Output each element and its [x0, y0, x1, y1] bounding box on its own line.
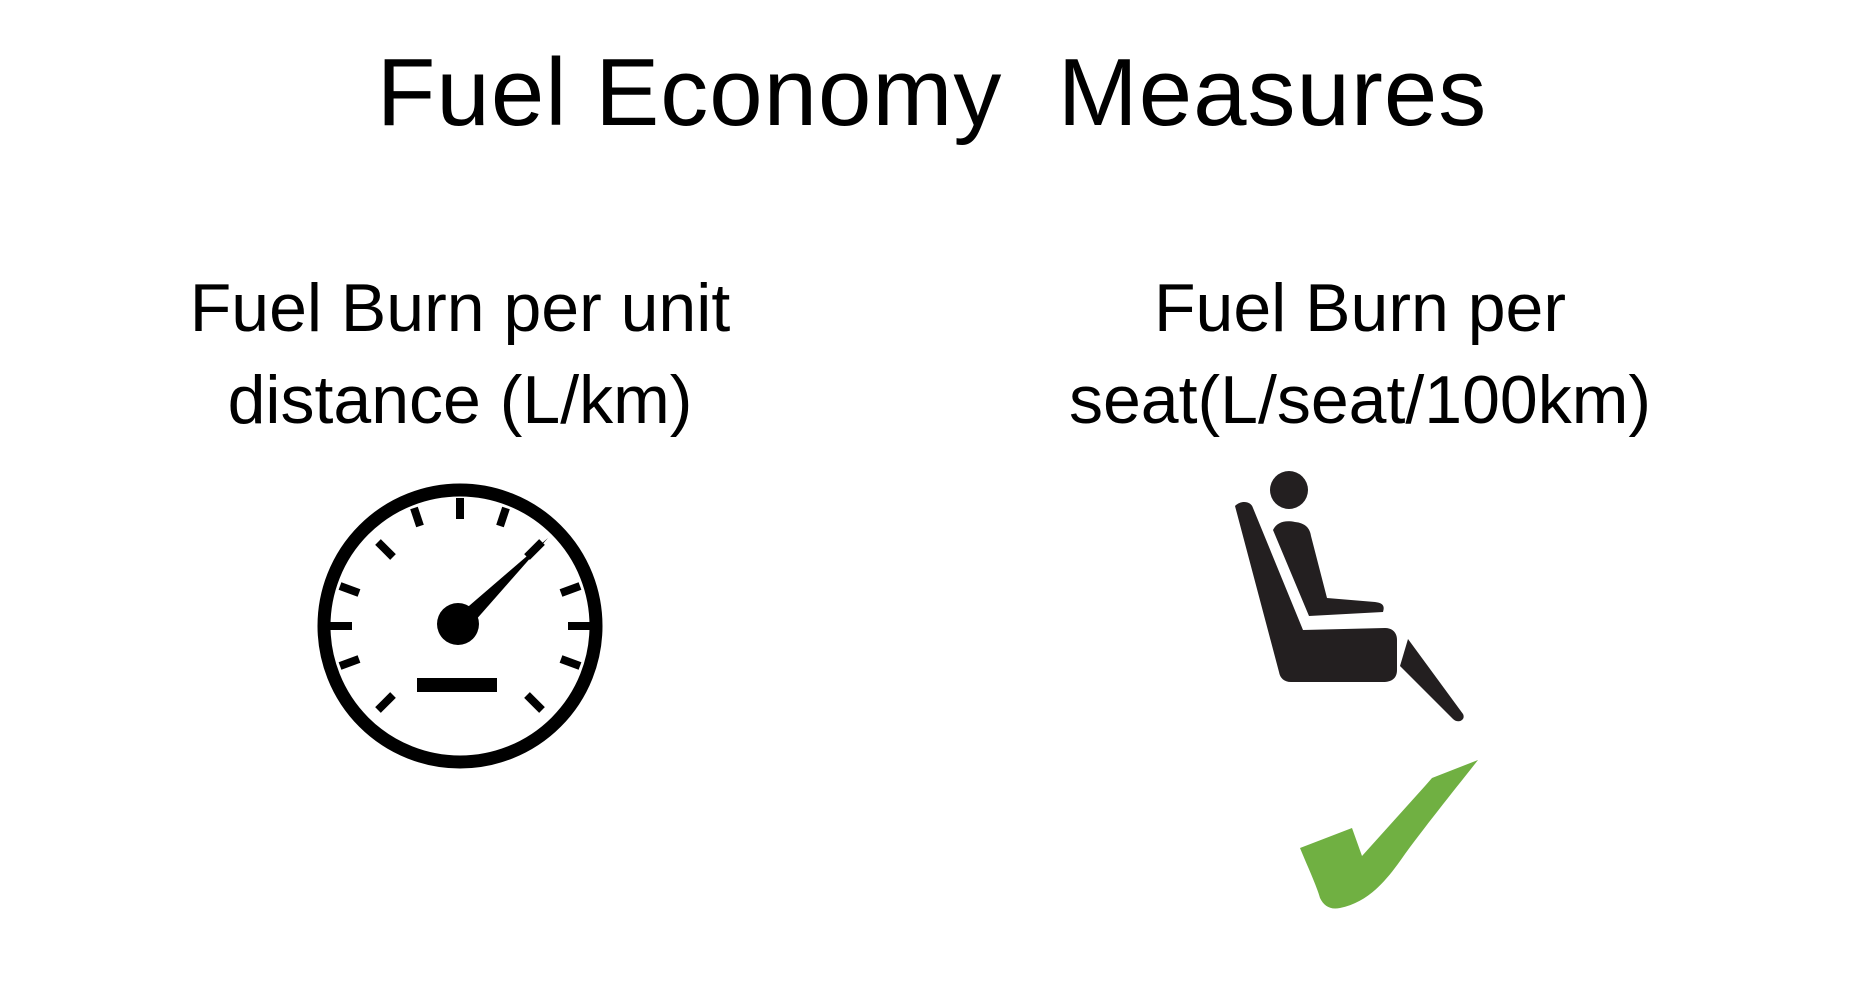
passenger-body: [1273, 521, 1384, 616]
speedometer-hub: [437, 603, 479, 645]
measure-label-seat: Fuel Burn per seat(L/seat/100km): [1010, 262, 1710, 446]
speedometer-ring: [317, 483, 603, 769]
measure-label-line: seat(L/seat/100km): [1068, 362, 1652, 438]
measure-label-line: Fuel Burn per: [1154, 270, 1566, 346]
speedometer-ticks: [330, 498, 590, 713]
seat-backrest: [1235, 502, 1397, 682]
checkmark-shape: [1300, 760, 1478, 909]
page-title: Fuel Economy Measures: [376, 39, 1488, 146]
measure-label-distance: Fuel Burn per unit distance (L/km): [110, 262, 810, 446]
speedometer-display: [417, 678, 497, 692]
speedometer-needle: [455, 538, 548, 630]
airplane-seat-icon: [1235, 471, 1464, 722]
checkmark-icon: [1300, 760, 1478, 909]
speedometer-icon: [317, 483, 603, 769]
seat-leg-rest: [1400, 639, 1464, 722]
measure-label-line: distance (L/km): [227, 362, 693, 438]
passenger-head-icon: [1270, 471, 1308, 509]
measure-label-line: Fuel Burn per unit: [189, 270, 731, 346]
